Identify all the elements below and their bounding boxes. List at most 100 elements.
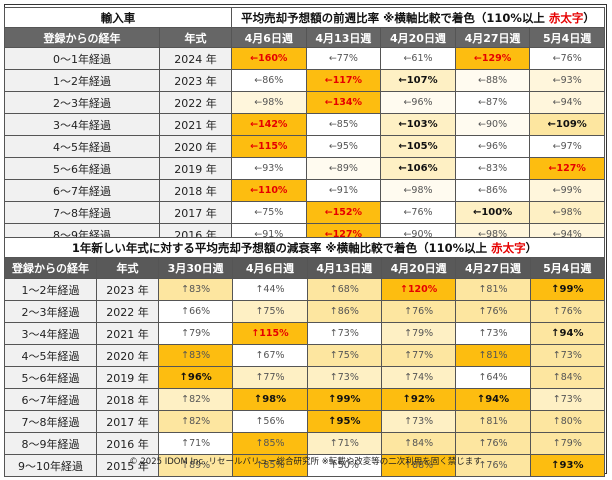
value-cell: ↑76% — [455, 454, 531, 477]
value-cell: ↑75% — [232, 300, 308, 323]
table-row: 7～8年経過 2017 年 ↑82% ↑56% ↑95% ↑73% ↑81% ↑80% — [4, 410, 606, 433]
value-cell: ↑80% — [529, 410, 606, 433]
decay-rate-header-row: 登録からの経年 年式 3月30日週 4月6日週 4月13日週 4月20日週 4月27日週 5月… — [4, 257, 606, 279]
table-row: 6～7年経過 2018 年 ↑82% ↑98% ↑99% ↑92% ↑94% ↑73% — [4, 388, 606, 411]
model-year: 2022 年 — [96, 300, 159, 323]
model-year: 2021 年 — [159, 113, 232, 136]
decay-rate-title: 1年新しい年式に対する平均売却予想額の減衰率 ※横軸比較で着色（110%以上 赤… — [4, 237, 605, 258]
weekly-ratio-title-main: 平均売却予想額の前週比率 — [241, 10, 380, 25]
value-cell: ↑74% — [380, 366, 457, 389]
model-year: 2023 年 — [159, 69, 232, 92]
value-cell: ←142% — [231, 113, 307, 136]
value-cell: ←96% — [380, 91, 456, 114]
model-year: 2020 年 — [96, 344, 159, 367]
value-cell: ←109% — [529, 113, 605, 136]
value-cell: ←90% — [454, 113, 531, 136]
model-year-column-header: 年式 — [159, 27, 232, 48]
value-cell: ↑95% — [306, 410, 382, 433]
model-year: 2024 年 — [159, 47, 232, 70]
value-cell: ↑120% — [380, 278, 457, 301]
value-cell: ↑83% — [157, 278, 234, 301]
value-cell: ↑79% — [157, 322, 234, 345]
week-column-header: 4月6日週 — [231, 27, 307, 48]
age-label: 2～3年経過 — [4, 91, 160, 114]
value-cell: ←76% — [380, 201, 456, 224]
week-column-header: 3月30日週 — [157, 257, 234, 279]
table-row: 1～2年経過 2023 年 ←86% ←117% ←107% ←88% ←93% — [4, 69, 605, 92]
week-column-header: 4月20日週 — [380, 257, 457, 279]
value-cell: ↑81% — [455, 344, 531, 367]
value-cell: ←76% — [529, 47, 605, 70]
value-cell: ←86% — [454, 179, 531, 202]
table-row: 5～6年経過 2019 年 ↑96% ↑77% ↑73% ↑74% ↑64% ↑84% — [4, 366, 606, 389]
value-cell: ←134% — [305, 91, 382, 114]
model-year: 2019 年 — [96, 366, 159, 389]
value-cell: ←115% — [231, 135, 307, 158]
copyright-footer: © 2025 IDOM Inc. リセールバリュー総合研究所 ※転載や改変等の二… — [129, 457, 482, 467]
value-cell: ←95% — [305, 135, 382, 158]
value-cell: ↑76% — [529, 300, 606, 323]
value-cell: ←103% — [380, 113, 456, 136]
value-cell: ←98% — [529, 201, 605, 224]
value-cell: ←97% — [529, 135, 605, 158]
model-year: 2017 年 — [159, 201, 232, 224]
age-column-header: 登録からの経年 — [4, 27, 160, 48]
age-label: 5～6年経過 — [4, 366, 97, 389]
value-cell: ↑73% — [306, 322, 382, 345]
value-cell: ↑99% — [306, 388, 382, 411]
value-cell: ↑73% — [455, 322, 531, 345]
table-row: 2～3年経過 2022 年 ←98% ←134% ←96% ←87% ←94% — [4, 91, 605, 114]
value-cell: ↑92% — [380, 388, 457, 411]
value-cell: ↑96% — [157, 366, 234, 389]
value-cell: ↑94% — [529, 322, 606, 345]
value-cell: ←77% — [305, 47, 382, 70]
table-row: 3～4年経過 2021 年 ↑79% ↑115% ↑73% ↑79% ↑73% ↑94% — [4, 322, 606, 345]
age-label: 0～1年経過 — [4, 47, 160, 70]
model-year-column-header: 年式 — [96, 257, 159, 279]
age-label: 5～6年経過 — [4, 157, 160, 180]
value-cell: ↑98% — [232, 388, 308, 411]
week-column-header: 4月27日週 — [454, 27, 531, 48]
table-row: 5～6年経過 2019 年 ←93% ←89% ←106% ←83% ←127% — [4, 157, 605, 180]
model-year: 2020 年 — [159, 135, 232, 158]
value-cell: ←107% — [380, 69, 456, 92]
value-cell: ↑73% — [529, 388, 606, 411]
table-row: 4～5年経過 2020 年 ↑83% ↑67% ↑75% ↑77% ↑81% ↑73% — [4, 344, 606, 367]
value-cell: ↑79% — [529, 432, 606, 455]
table-row: 1～2年経過 2023 年 ↑83% ↑44% ↑68% ↑120% ↑81% ↑99% — [4, 278, 606, 301]
value-cell: ↑75% — [306, 344, 382, 367]
week-column-header: 5月4日週 — [529, 27, 605, 48]
value-cell: ↑82% — [157, 410, 234, 433]
value-cell: ←61% — [380, 47, 456, 70]
value-cell: ←110% — [231, 179, 307, 202]
value-cell: ↑68% — [306, 278, 382, 301]
value-cell: ←75% — [231, 201, 307, 224]
value-cell: ↑56% — [232, 410, 308, 433]
value-cell: ←129% — [454, 47, 531, 70]
value-cell: ←99% — [529, 179, 605, 202]
value-cell: ←89% — [305, 157, 382, 180]
table-row: 8～9年経過 2016 年 ←91% ←127% ←90% ←98% ←94% — [4, 223, 605, 246]
value-cell: ↑71% — [157, 432, 234, 455]
value-cell: ←85% — [305, 113, 382, 136]
value-cell: ←96% — [454, 135, 531, 158]
age-label: 6～7年経過 — [4, 388, 97, 411]
week-column-header: 4月13日週 — [306, 257, 382, 279]
value-cell: ↑81% — [455, 278, 531, 301]
value-cell: ↑76% — [455, 300, 531, 323]
table-row: 6～7年経過 2018 年 ←110% ←91% ←98% ←86% ←99% — [4, 179, 605, 202]
value-cell: ↑76% — [380, 300, 457, 323]
value-cell: ←93% — [529, 69, 605, 92]
model-year: 2016 年 — [96, 432, 159, 455]
value-cell: ↑44% — [232, 278, 308, 301]
decay-rate-title-row: 1年新しい年式に対する平均売却予想額の減衰率 ※横軸比較で着色（110%以上 赤… — [4, 237, 605, 258]
weekly-ratio-title-note: ※横軸比較で着色（110%以上 赤太字） — [383, 10, 595, 25]
value-cell: ←91% — [305, 179, 382, 202]
value-cell: ←117% — [305, 69, 382, 92]
week-column-header: 5月4日週 — [529, 257, 606, 279]
value-cell: ↑77% — [232, 366, 308, 389]
value-cell: ↑85% — [232, 432, 308, 455]
age-label: 1～2年経過 — [4, 278, 97, 301]
weekly-ratio-title: 平均売却予想額の前週比率 ※横軸比較で着色（110%以上 赤太字） — [231, 7, 605, 28]
model-year: 2015 年 — [96, 454, 159, 477]
